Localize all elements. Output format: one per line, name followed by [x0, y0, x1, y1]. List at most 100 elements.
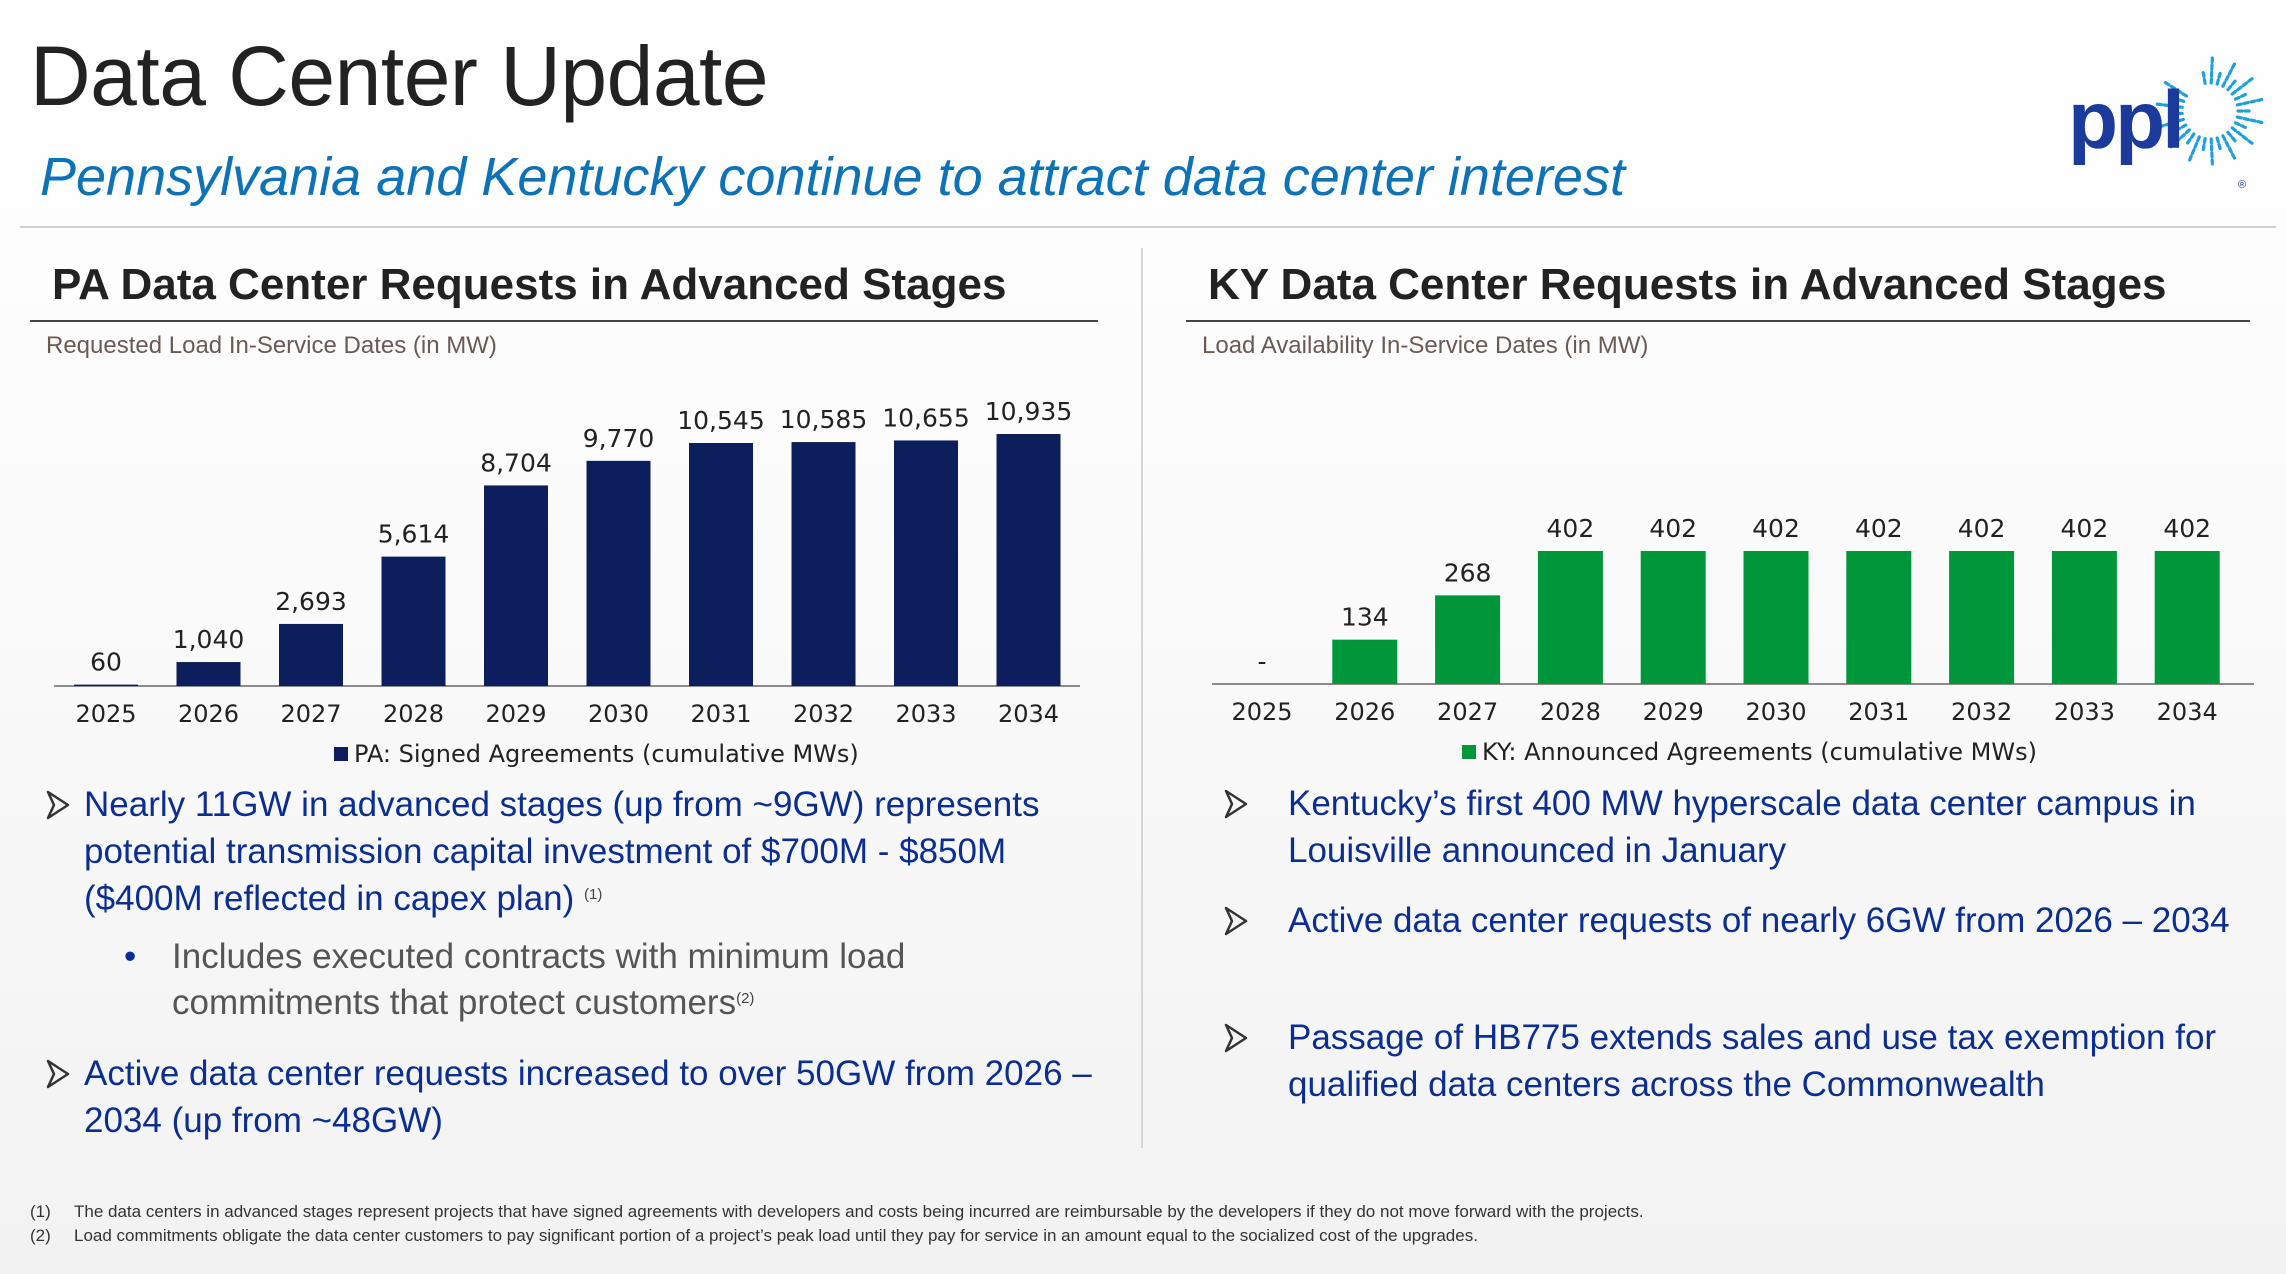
ky-bar-2033	[2051, 551, 2117, 684]
ky-data-label-2034: 402	[2163, 514, 2211, 543]
logo-ray	[2154, 102, 2184, 109]
ky-bar-2027	[1435, 595, 1501, 684]
page-title: Data Center Update	[30, 29, 769, 123]
ky-data-label-2032: 402	[1958, 514, 2006, 543]
footnote-1: (1) The data centers in advanced stages r…	[30, 1202, 1644, 1222]
logo-ray	[2168, 128, 2191, 150]
logo-text: ppl	[2068, 75, 2182, 166]
arrow-bullet-icon	[1224, 1023, 1248, 1053]
ky-bar-2028	[1537, 551, 1603, 684]
pa-bullet-1: Nearly 11GW in advanced stages (up from …	[44, 781, 1114, 922]
ky-tick-label-2033: 2033	[2054, 698, 2115, 726]
logo-ray	[2215, 136, 2222, 152]
pa-data-label-2026: 1,040	[173, 625, 245, 654]
logo-ray	[2233, 121, 2248, 130]
pa-bar-2026	[176, 662, 241, 686]
ky-tick-label-2031: 2031	[1848, 698, 1909, 726]
ky-panel-title: KY Data Center Requests in Advanced Stag…	[1208, 260, 2167, 309]
ky-bar-2032	[1949, 551, 2015, 684]
logo-ray	[2215, 70, 2222, 86]
ky-data-label-2033: 402	[2061, 514, 2109, 543]
ky-tick-label-2029: 2029	[1643, 698, 1704, 726]
sunburst-icon	[2154, 55, 2265, 167]
footnote-2: (2) Load commitments obligate the data ce…	[30, 1226, 1478, 1246]
ky-legend-label: KY: Announced Agreements (cumulative MWs…	[1482, 738, 2037, 766]
logo-ray	[2201, 137, 2207, 153]
pa-tick-label-2028: 2028	[383, 700, 444, 728]
ky-bar-2029	[1640, 551, 1706, 684]
ky-data-label-2030: 402	[1752, 514, 1800, 543]
footnote-2-number: (2)	[30, 1226, 51, 1245]
pa-data-label-2029: 8,704	[480, 448, 552, 477]
ky-data-label-2031: 402	[1855, 514, 1903, 543]
logo-ray	[2187, 135, 2201, 163]
logo-ray	[2185, 132, 2196, 146]
pa-bar-2029	[484, 485, 548, 686]
logo-ray	[2230, 126, 2255, 146]
pa-bar-2032	[791, 442, 856, 686]
pa-bar-2027	[279, 623, 343, 686]
pa-bar-2025	[74, 684, 138, 686]
pa-bar-2034	[996, 434, 1061, 686]
pa-data-label-2031: 10,545	[677, 406, 764, 435]
pa-tick-label-2031: 2031	[690, 700, 751, 728]
pa-bar-2033	[894, 440, 958, 686]
pa-panel-rule	[30, 320, 1098, 322]
ky-bullet-2-text: Active data center requests of nearly 6G…	[1288, 901, 2230, 940]
ky-panel-rule	[1186, 320, 2250, 322]
ky-bar-2030	[1743, 551, 1809, 684]
logo-ray	[2235, 115, 2265, 125]
footnote-ref-2: (2)	[736, 990, 755, 1007]
ky-bar-chart: - 2025 134 2026 268 2027 402 2028 402 2029 402 2030…	[1212, 514, 2254, 726]
pa-bullet-2-text: Active data center requests increased to…	[84, 1054, 1092, 1140]
logo-ray	[2168, 111, 2184, 117]
bullet-dot-icon: •	[124, 937, 137, 976]
logo-ray	[2173, 123, 2188, 133]
ky-data-label-2026: 134	[1341, 603, 1389, 632]
logo-ray	[2226, 78, 2238, 92]
pa-data-label-2030: 9,770	[583, 424, 655, 453]
pa-legend-swatch	[334, 747, 348, 761]
arrow-bullet-icon	[1224, 906, 1248, 936]
page-subtitle: Pennsylvania and Kentucky continue to at…	[40, 147, 1625, 207]
pa-bar-2030	[586, 460, 651, 686]
ky-tick-label-2025: 2025	[1231, 698, 1292, 726]
ky-bullet-3: Passage of HB775 extends sales and use t…	[1222, 1014, 2262, 1108]
logo-ray	[2201, 69, 2207, 85]
ky-tick-label-2032: 2032	[1951, 698, 2012, 726]
pa-tick-label-2032: 2032	[793, 700, 854, 728]
logo-ray	[2226, 130, 2238, 144]
ky-tick-label-2027: 2027	[1437, 698, 1498, 726]
ky-data-label-2025: -	[1257, 647, 1266, 676]
ky-bullet-1: Kentucky’s first 400 MW hyperscale data …	[1222, 780, 2262, 874]
footnote-2-text: Load commitments obligate the data cente…	[74, 1226, 1478, 1245]
ky-tick-label-2030: 2030	[1745, 698, 1806, 726]
logo-ray	[2233, 92, 2248, 101]
footnote-1-number: (1)	[30, 1202, 51, 1221]
ky-data-label-2028: 402	[1547, 514, 1595, 543]
ky-legend-swatch	[1462, 745, 1476, 759]
logo-ray	[2221, 134, 2237, 161]
pa-bullet-2: Active data center requests increased to…	[44, 1050, 1104, 1144]
pa-data-label-2028: 5,614	[378, 520, 450, 549]
logo-ray	[2162, 80, 2188, 98]
ky-bar-2026	[1332, 639, 1398, 684]
logo-ray	[2209, 137, 2215, 167]
ky-data-label-2029: 402	[1649, 514, 1697, 543]
pa-bar-2031	[689, 442, 753, 686]
ky-bullet-3-text: Passage of HB775 extends sales and use t…	[1288, 1018, 2217, 1104]
ky-bullet-2: Active data center requests of nearly 6G…	[1222, 897, 2262, 944]
pa-data-label-2027: 2,693	[275, 587, 347, 616]
pa-bullet-1-text: Nearly 11GW in advanced stages (up from …	[84, 785, 1040, 918]
ky-bullet-1-text: Kentucky’s first 400 MW hyperscale data …	[1288, 784, 2196, 870]
arrow-bullet-icon	[46, 1059, 70, 1089]
arrow-bullet-icon	[1224, 789, 1248, 819]
pa-data-label-2034: 10,935	[985, 397, 1072, 426]
ppl-logo: ppl ®	[2068, 55, 2265, 191]
ky-bar-2034	[2154, 551, 2220, 684]
ky-bar-2031	[1846, 551, 1912, 684]
pa-tick-label-2026: 2026	[178, 700, 239, 728]
pa-legend-label: PA: Signed Agreements (cumulative MWs)	[354, 740, 859, 768]
pa-tick-label-2030: 2030	[588, 700, 649, 728]
footnote-ref-1: (1)	[584, 886, 603, 903]
